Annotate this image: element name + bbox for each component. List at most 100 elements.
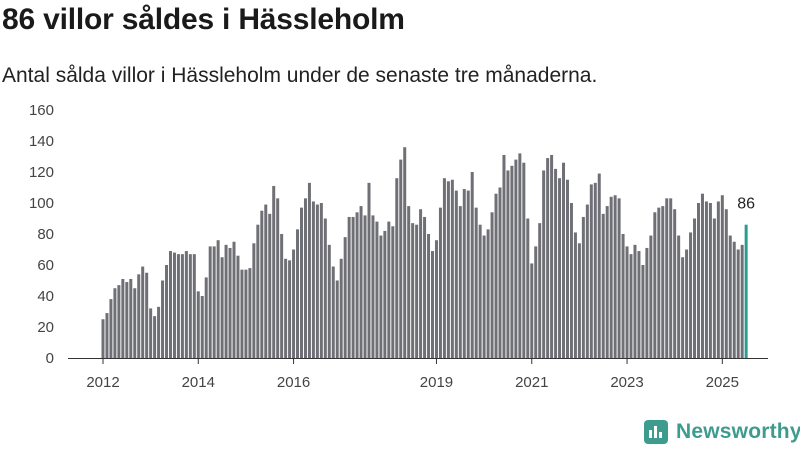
bar <box>260 210 264 358</box>
bar <box>395 178 399 358</box>
bar <box>268 213 272 358</box>
bar <box>220 257 224 358</box>
bar <box>399 159 403 358</box>
x-tick-label: 2023 <box>610 374 643 391</box>
bar <box>244 269 248 358</box>
bar <box>288 260 292 358</box>
bar <box>256 224 260 358</box>
bar <box>740 244 744 358</box>
bar <box>534 246 538 358</box>
bar <box>200 296 204 358</box>
bar <box>681 257 685 358</box>
bar <box>617 198 621 358</box>
bar <box>522 162 526 358</box>
bar <box>601 213 605 358</box>
bar <box>153 316 157 358</box>
bar <box>550 154 554 358</box>
bar <box>240 269 244 358</box>
bar <box>331 266 335 358</box>
bar <box>129 278 133 358</box>
bar <box>637 251 641 358</box>
bar <box>593 182 597 358</box>
bar <box>573 232 577 358</box>
y-tick-label: 160 <box>29 102 54 119</box>
bar <box>415 224 419 358</box>
bar <box>359 206 363 358</box>
bar <box>605 206 609 358</box>
bar <box>685 249 689 358</box>
x-tick-label: 2014 <box>182 374 215 391</box>
bar <box>625 246 629 358</box>
bar <box>569 203 573 358</box>
bar <box>613 195 617 358</box>
bar <box>149 308 153 358</box>
bar <box>347 216 351 358</box>
bar <box>462 189 466 358</box>
y-tick-label: 80 <box>37 226 54 243</box>
bar <box>450 179 454 358</box>
bar <box>518 153 522 358</box>
bar <box>355 212 359 358</box>
bar <box>732 241 736 358</box>
bar <box>208 246 212 358</box>
bar <box>554 168 558 358</box>
bar <box>232 241 236 358</box>
bar <box>371 215 375 358</box>
bar <box>165 265 169 358</box>
bar <box>105 313 109 358</box>
bar <box>442 178 446 358</box>
bar <box>133 288 137 358</box>
x-tick-label: 2012 <box>86 374 119 391</box>
bar <box>621 234 625 358</box>
bar <box>125 282 129 358</box>
bar <box>196 291 200 358</box>
bar <box>669 198 673 358</box>
bar <box>157 306 161 358</box>
x-tick-label: 2019 <box>420 374 453 391</box>
bar <box>383 230 387 358</box>
bar <box>427 234 431 358</box>
bar <box>407 206 411 358</box>
bar <box>585 204 589 358</box>
bar <box>339 258 343 358</box>
bar <box>482 235 486 358</box>
bar <box>506 170 510 358</box>
bar <box>423 216 427 358</box>
bar <box>204 277 208 358</box>
bar <box>546 158 550 358</box>
bar <box>192 254 196 358</box>
bar <box>311 201 315 358</box>
bar <box>172 252 176 358</box>
bar <box>708 203 712 358</box>
bar <box>323 218 327 358</box>
bar <box>577 243 581 358</box>
bar <box>502 154 506 358</box>
bar <box>661 206 665 358</box>
page-title: 86 villor såldes i Hässleholm <box>2 3 405 36</box>
bar <box>145 272 149 358</box>
bar <box>693 218 697 358</box>
bar <box>657 207 661 358</box>
bar <box>446 181 450 358</box>
bar <box>113 288 117 358</box>
bar <box>486 229 490 358</box>
bar <box>677 235 681 358</box>
bar <box>712 218 716 358</box>
bar <box>264 204 268 358</box>
bar <box>303 198 307 358</box>
bar <box>375 221 379 358</box>
bar <box>704 201 708 358</box>
bar <box>403 147 407 358</box>
bar <box>272 185 276 358</box>
bar <box>565 179 569 358</box>
bar <box>216 240 220 358</box>
y-tick-label: 40 <box>37 288 54 305</box>
bar <box>161 280 165 358</box>
x-tick-label: 2021 <box>515 374 548 391</box>
y-tick-label: 140 <box>29 133 54 150</box>
bar <box>490 212 494 358</box>
y-tick-label: 0 <box>46 350 54 367</box>
bar <box>180 254 184 358</box>
bar <box>498 187 502 358</box>
